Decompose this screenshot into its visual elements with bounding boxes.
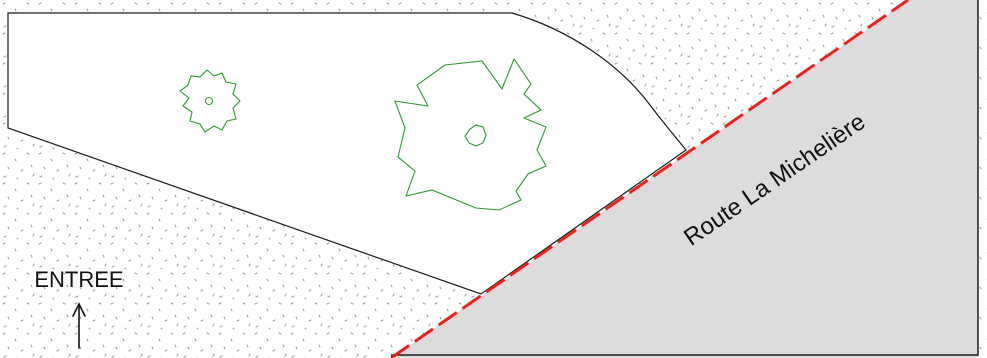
road-area (391, 0, 978, 358)
road-edge-line (391, 0, 979, 356)
entrance-label: ENTREE (34, 267, 123, 292)
large-tree-icon (394, 57, 547, 211)
property-boundary-dots (390, 0, 909, 358)
small-tree-icon (179, 69, 241, 133)
property-boundary-line (390, 0, 909, 358)
up-arrow-icon (72, 302, 86, 349)
courtyard-area (7, 12, 687, 295)
